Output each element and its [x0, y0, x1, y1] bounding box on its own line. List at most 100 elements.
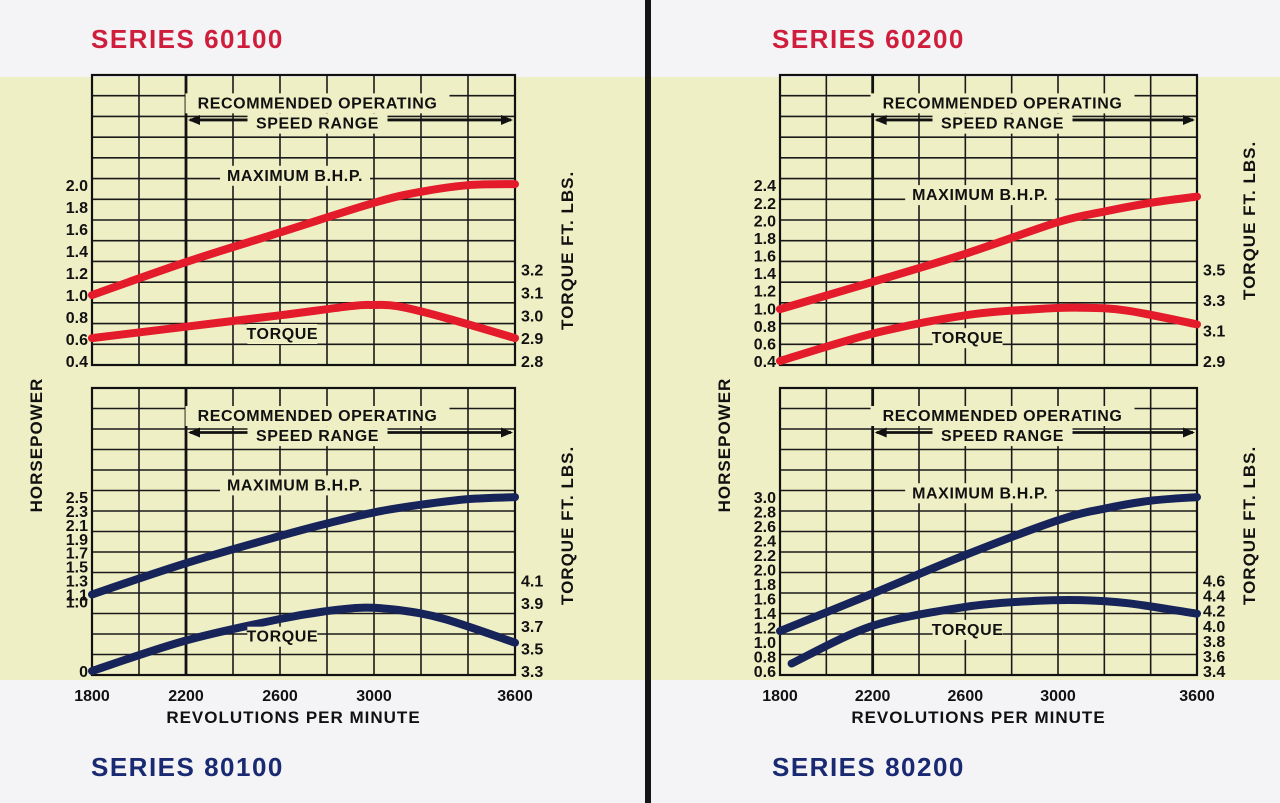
y-tick-label: 2.8: [754, 505, 776, 522]
y-tick-label: 1.3: [66, 574, 88, 591]
y-tick-label: 2.6: [754, 519, 776, 536]
y-tick-label: 1.0: [754, 635, 776, 652]
y-tick-label: 2.0: [754, 213, 776, 230]
y-tick-label: 1.2: [754, 284, 776, 301]
y2-axis-title: TORQUE FT. LBS.: [558, 171, 577, 330]
y2-tick-label: 2.8: [521, 354, 543, 371]
x-tick-label: 2200: [855, 688, 891, 705]
arrow-right-head: [1183, 114, 1195, 125]
y2-tick-label: 3.1: [521, 285, 543, 302]
series-label: MAXIMUM B.H.P.: [227, 477, 363, 494]
y-tick-label: 1.5: [66, 560, 88, 577]
y-axis-title: HORSEPOWER: [27, 378, 46, 513]
chart-panel: RECOMMENDED OPERATING SPEED RANGE 2.0 1.8 1.…: [27, 73, 577, 513]
y2-tick-label: 3.6: [1203, 649, 1225, 666]
y-tick-label: 1.6: [66, 222, 88, 239]
y-tick-label: 1.0: [66, 594, 88, 611]
arrow-left-head: [874, 114, 887, 125]
y-tick-label: 1.8: [754, 577, 776, 594]
y2-tick-label: 3.0: [521, 308, 543, 325]
arrow-right-head: [501, 114, 513, 125]
x-tick-label: 1800: [74, 688, 110, 705]
series-line-torque: [88, 603, 519, 675]
background-band: [0, 77, 1280, 680]
range-label-bg: [247, 426, 388, 447]
y2-tick-label: 3.5: [1203, 263, 1225, 280]
y-tick-label: 0.8: [754, 319, 776, 336]
y2-tick-label: 4.4: [1203, 589, 1225, 606]
series-label: MAXIMUM B.H.P.: [912, 485, 1048, 502]
arrow-right-head: [1183, 427, 1195, 438]
y-tick-label: 1.0: [66, 288, 88, 305]
y2-tick-label: 3.9: [521, 596, 543, 613]
y-tick-label: 2.2: [754, 548, 776, 565]
arrow-left-head: [188, 114, 200, 125]
series-label: TORQUE: [932, 622, 1004, 639]
x-axis-title: REVOLUTIONS PER MINUTE: [166, 708, 420, 727]
series-label-bg: [247, 324, 318, 345]
y2-tick-label: 3.8: [1203, 634, 1225, 651]
title-series-60200: SERIES 60200: [772, 24, 965, 54]
series-label: MAXIMUM B.H.P.: [227, 168, 363, 185]
series-line-bhp: [88, 493, 519, 599]
range-label-bg: [185, 406, 450, 427]
title-series-60100: SERIES 60100: [91, 24, 284, 54]
y-tick-label: 2.4: [754, 178, 776, 195]
y2-tick-label: 2.9: [521, 331, 543, 348]
series-line-bhp: [776, 493, 1201, 636]
y-tick-label: 1.2: [754, 621, 776, 638]
range-label-bg: [247, 113, 388, 134]
y2-tick-label: 3.4: [1203, 664, 1225, 681]
y-tick-label: 1.4: [754, 606, 776, 623]
y-tick-label: 0.6: [66, 332, 88, 349]
range-label-line2: SPEED RANGE: [941, 116, 1064, 133]
series-label-bg: [932, 619, 1003, 640]
series-label-bg: [220, 165, 371, 186]
series-label: MAXIMUM B.H.P.: [912, 187, 1048, 204]
range-label-line2: SPEED RANGE: [941, 428, 1064, 445]
y2-axis-title: TORQUE FT. LBS.: [558, 446, 577, 605]
y-tick-label: 1.9: [66, 532, 88, 549]
y2-tick-label: 3.5: [521, 641, 543, 658]
x-tick-label: 2600: [948, 688, 984, 705]
y-tick-label: 0.6: [754, 336, 776, 353]
chart-frame: [90, 386, 517, 677]
y2-tick-label: 4.0: [1203, 619, 1225, 636]
y-tick-label: 2.3: [66, 504, 88, 521]
x-tick-label: 3000: [356, 688, 392, 705]
x-tick-label: 2600: [262, 688, 298, 705]
y2-tick-label: 3.2: [521, 263, 543, 280]
y2-tick-label: 3.7: [521, 619, 543, 636]
chart-frame: [778, 386, 1199, 677]
series-label-bg: [220, 475, 371, 496]
y2-tick-label: 4.1: [521, 574, 543, 591]
arrow-left-head: [874, 427, 887, 438]
series-label-bg: [905, 185, 1056, 206]
y2-tick-label: 4.2: [1203, 604, 1225, 621]
y-tick-label: 1.4: [66, 244, 88, 261]
x-tick-label: 1800: [762, 688, 798, 705]
range-label-line1: RECOMMENDED OPERATING: [198, 95, 438, 112]
y2-tick-label: 4.6: [1203, 574, 1225, 591]
x-axis-title: REVOLUTIONS PER MINUTE: [851, 708, 1105, 727]
range-label-line1: RECOMMENDED OPERATING: [883, 408, 1123, 425]
y-tick-label: 0.4: [66, 354, 88, 371]
y2-tick-label: 2.9: [1203, 354, 1225, 371]
series-label-bg: [905, 483, 1056, 504]
y-tick-label: 1.7: [66, 546, 88, 563]
y-tick-label: 0.6: [754, 664, 776, 681]
y-tick-label: 1.1: [66, 587, 88, 604]
y2-tick-label: 3.3: [521, 664, 543, 681]
series-line-torque: [787, 595, 1201, 668]
range-label-bg: [185, 93, 450, 114]
y-tick-label: 2.0: [754, 563, 776, 580]
y-tick-label: 1.0: [754, 301, 776, 318]
arrow-right-head: [501, 427, 513, 438]
y-tick-label: 0: [79, 664, 88, 681]
x-tick-label: 2200: [168, 688, 204, 705]
y-tick-label: 2.2: [754, 196, 776, 213]
y-tick-label: 3.0: [754, 490, 776, 507]
range-label-bg: [870, 93, 1135, 114]
